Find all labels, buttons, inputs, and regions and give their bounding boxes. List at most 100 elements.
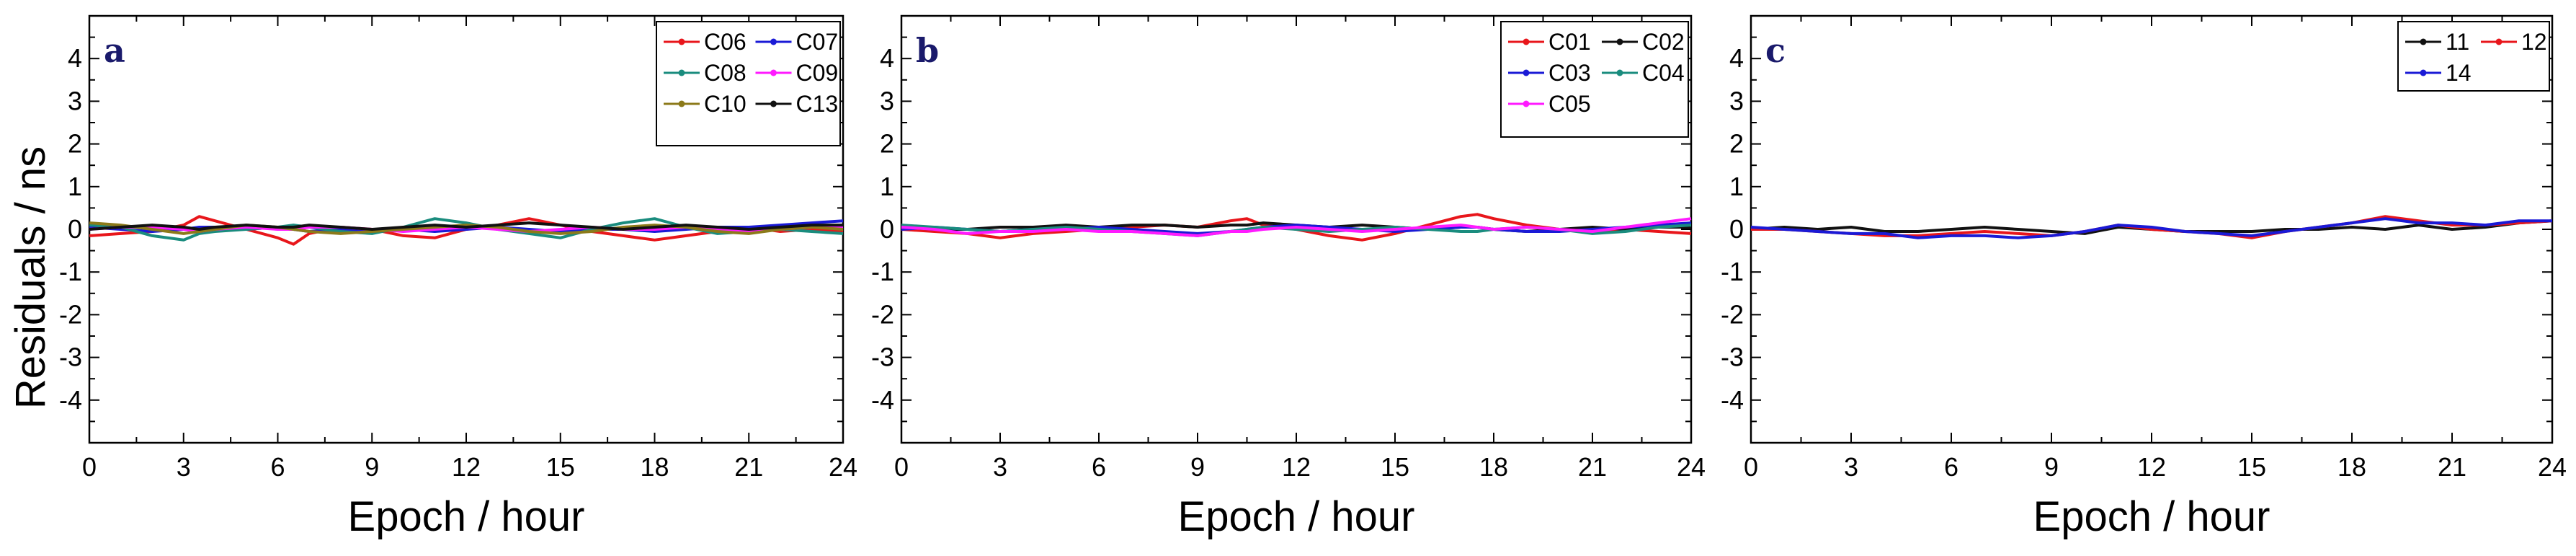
- y-tick-label: 2: [880, 129, 894, 159]
- legend-label: C08: [704, 60, 746, 86]
- legend-label: C02: [1642, 29, 1685, 55]
- y-tick-label: 3: [1729, 86, 1744, 115]
- y-tick-label: -1: [1721, 257, 1744, 286]
- x-tick-label: 9: [365, 452, 379, 482]
- legend-entry: 12: [2481, 29, 2547, 55]
- legend-entry: C01: [1508, 29, 1591, 55]
- x-tick-label: 24: [829, 452, 857, 482]
- legend-entry: C03: [1508, 60, 1591, 86]
- legend-label: 12: [2521, 29, 2547, 55]
- y-tick-label: 4: [880, 43, 894, 73]
- x-tick-label: 0: [894, 452, 909, 482]
- y-tick-label: 1: [1729, 172, 1744, 201]
- legend-marker: [678, 38, 685, 45]
- y-tick-label: 3: [880, 86, 894, 115]
- series-line-14: [1750, 217, 2552, 239]
- legend-entry: C04: [1602, 60, 1685, 86]
- x-tick-label: 12: [2137, 452, 2166, 482]
- x-tick-label: 21: [734, 452, 763, 482]
- legend-marker: [770, 69, 777, 76]
- legend-marker: [1523, 38, 1530, 45]
- legend-label: 14: [2446, 60, 2472, 86]
- legend-marker: [678, 69, 685, 76]
- x-tick-label: 18: [1479, 452, 1508, 482]
- legend-entry: 14: [2405, 60, 2472, 86]
- legend-marker: [1616, 38, 1623, 45]
- x-tick-label: 3: [1844, 452, 1858, 482]
- x-tick-label: 6: [1092, 452, 1106, 482]
- legend-label: C01: [1548, 29, 1591, 55]
- y-tick-label: -1: [59, 257, 82, 286]
- panel-label: b: [916, 31, 939, 70]
- legend-label: C07: [796, 29, 839, 55]
- x-tick-label: 0: [1744, 452, 1758, 482]
- panel-label: a: [104, 31, 125, 70]
- legend-label: C10: [704, 91, 746, 117]
- legend-label: C04: [1642, 60, 1685, 86]
- x-tick-label: 6: [1944, 452, 1958, 482]
- x-tick-label: 18: [640, 452, 669, 482]
- legend-marker: [2420, 38, 2427, 45]
- y-tick-label: -4: [871, 385, 894, 415]
- legend-entry: 11: [2405, 29, 2469, 55]
- y-tick-label: -2: [59, 299, 82, 329]
- legend-entry: C10: [664, 91, 746, 117]
- series-line-C05: [901, 217, 1692, 237]
- legend-entry: C09: [755, 60, 839, 86]
- figure-ylabel: Residuals / ns: [7, 146, 54, 409]
- y-tick-label: -3: [1721, 343, 1744, 372]
- legend-marker: [1523, 69, 1530, 76]
- y-tick-label: 0: [1729, 214, 1744, 244]
- y-tick-label: 3: [68, 86, 82, 115]
- series-line-C13: [89, 221, 843, 231]
- y-tick-label: -4: [59, 385, 82, 415]
- y-tick-label: 4: [1729, 43, 1744, 73]
- x-tick-label: 24: [1677, 452, 1706, 482]
- y-tick-label: 4: [68, 43, 82, 73]
- legend: C06 C07 C08 C09 C10 C13: [656, 21, 841, 146]
- y-tick-label: -2: [871, 299, 894, 329]
- x-tick-label: 18: [2337, 452, 2366, 482]
- y-tick-label: 0: [880, 214, 894, 244]
- y-tick-label: 2: [1729, 129, 1744, 159]
- legend-marker: [1523, 100, 1530, 107]
- series-line-C10: [89, 221, 844, 235]
- legend: C01 C02 C03 C04 C05: [1500, 21, 1689, 138]
- x-tick-label: 21: [1578, 452, 1607, 482]
- legend-label: 11: [2446, 29, 2469, 55]
- x-tick-label: 3: [993, 452, 1007, 482]
- y-tick-label: 1: [68, 172, 82, 201]
- legend-label: C06: [704, 29, 746, 55]
- legend-box: [2397, 21, 2550, 92]
- x-tick-label: 12: [1282, 452, 1311, 482]
- x-tick-label: 6: [270, 452, 285, 482]
- legend-marker: [2495, 38, 2503, 45]
- x-tick-label: 0: [82, 452, 97, 482]
- x-tick-label: 24: [2538, 452, 2567, 482]
- legend-label: C05: [1548, 91, 1591, 117]
- y-tick-label: -1: [871, 257, 894, 286]
- legend-marker: [678, 100, 685, 107]
- y-tick-label: -2: [1721, 299, 1744, 329]
- legend-marker: [2420, 69, 2427, 76]
- legend-entry: C02: [1602, 29, 1685, 55]
- x-tick-label: 9: [1190, 452, 1205, 482]
- legend-marker: [1616, 69, 1623, 76]
- y-tick-label: 0: [68, 214, 82, 244]
- x-tick-label: 9: [2044, 452, 2059, 482]
- x-tick-label: 21: [2438, 452, 2466, 482]
- legend-label: C13: [796, 91, 839, 117]
- x-tick-label: 12: [452, 452, 481, 482]
- legend-marker: [770, 100, 777, 107]
- y-tick-label: -4: [1721, 385, 1744, 415]
- legend-entry: C06: [664, 29, 746, 55]
- legend-entry: C05: [1508, 91, 1591, 117]
- x-tick-label: 3: [177, 452, 191, 482]
- panel-label: c: [1765, 31, 1786, 70]
- legend-entry: C07: [755, 29, 839, 55]
- legend-entry: C08: [664, 60, 746, 86]
- legend-label: C09: [796, 60, 839, 86]
